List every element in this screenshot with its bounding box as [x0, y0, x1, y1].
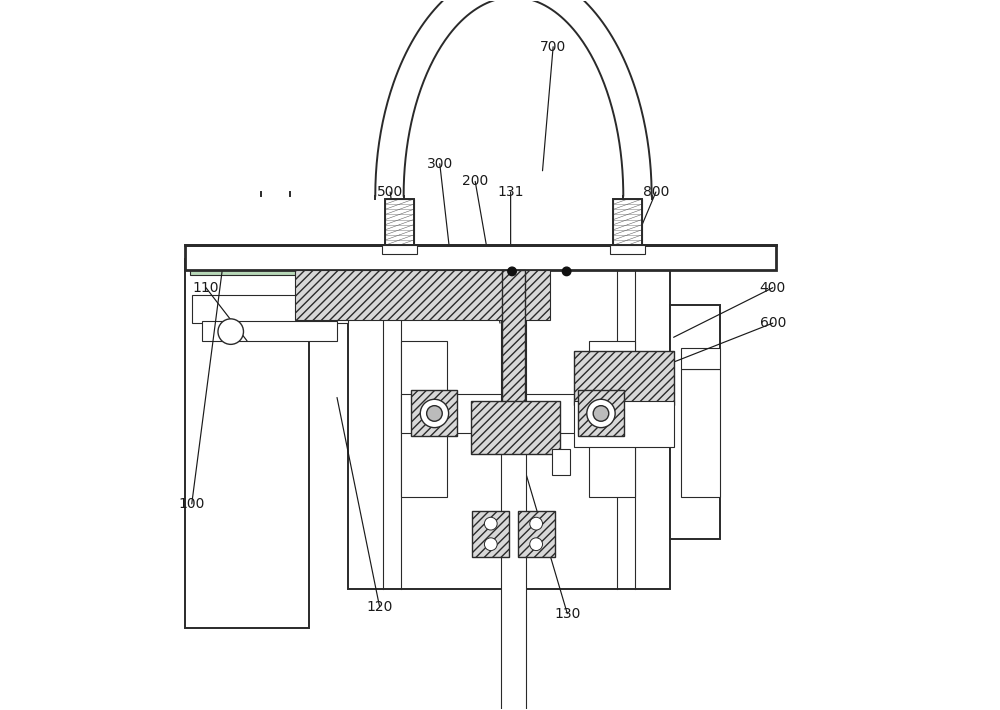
- Bar: [681, 369, 720, 497]
- Circle shape: [420, 399, 449, 427]
- Bar: [613, 199, 642, 245]
- Text: 300: 300: [427, 157, 453, 170]
- Bar: [192, 295, 348, 323]
- Bar: [348, 270, 670, 589]
- Bar: [382, 245, 417, 253]
- Text: 110: 110: [193, 280, 219, 295]
- Bar: [472, 511, 509, 557]
- Circle shape: [530, 537, 543, 550]
- Text: 400: 400: [760, 280, 786, 295]
- Bar: [185, 259, 309, 628]
- Circle shape: [484, 518, 497, 530]
- Bar: [501, 298, 526, 710]
- Bar: [610, 245, 645, 253]
- Bar: [202, 321, 337, 341]
- Circle shape: [218, 319, 243, 344]
- Bar: [670, 305, 720, 539]
- Bar: [401, 341, 447, 497]
- Bar: [295, 270, 550, 320]
- Text: 100: 100: [179, 497, 205, 510]
- Circle shape: [427, 405, 442, 421]
- Text: 120: 120: [366, 599, 393, 613]
- Bar: [401, 394, 606, 433]
- Bar: [385, 199, 414, 245]
- Circle shape: [593, 405, 609, 421]
- Circle shape: [562, 267, 571, 275]
- Text: 500: 500: [377, 185, 403, 199]
- Bar: [613, 199, 642, 245]
- Text: 131: 131: [497, 185, 524, 199]
- Text: 800: 800: [643, 185, 669, 199]
- Bar: [185, 245, 776, 270]
- Bar: [518, 511, 555, 557]
- Bar: [574, 351, 674, 405]
- Text: 700: 700: [540, 40, 566, 54]
- Circle shape: [508, 267, 516, 275]
- Circle shape: [530, 518, 543, 530]
- Bar: [411, 391, 457, 437]
- Bar: [589, 341, 635, 497]
- Bar: [578, 391, 624, 437]
- Bar: [385, 199, 414, 245]
- Bar: [190, 262, 303, 275]
- Bar: [471, 401, 560, 454]
- Text: 600: 600: [760, 316, 786, 330]
- Bar: [681, 348, 720, 369]
- Bar: [552, 449, 570, 476]
- Bar: [502, 270, 525, 405]
- Text: 130: 130: [554, 606, 581, 621]
- Circle shape: [587, 399, 615, 427]
- Text: 200: 200: [462, 175, 488, 188]
- Bar: [574, 401, 674, 447]
- Circle shape: [484, 537, 497, 550]
